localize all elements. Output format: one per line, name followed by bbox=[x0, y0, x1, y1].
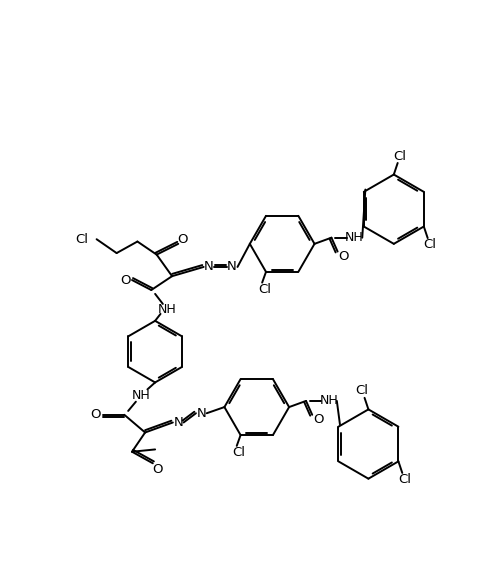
Text: O: O bbox=[152, 463, 163, 476]
Text: Cl: Cl bbox=[75, 233, 88, 246]
Text: NH: NH bbox=[320, 394, 339, 407]
Text: O: O bbox=[91, 409, 101, 421]
Text: NH: NH bbox=[132, 389, 151, 402]
Text: Cl: Cl bbox=[394, 150, 407, 163]
Text: NH: NH bbox=[345, 231, 364, 244]
Text: O: O bbox=[177, 233, 188, 246]
Text: Cl: Cl bbox=[356, 385, 369, 397]
Text: N: N bbox=[204, 261, 214, 274]
Text: N: N bbox=[173, 416, 183, 429]
Text: O: O bbox=[120, 274, 131, 287]
Text: Cl: Cl bbox=[232, 446, 245, 459]
Text: N: N bbox=[227, 261, 237, 274]
Text: N: N bbox=[197, 407, 206, 420]
Text: Cl: Cl bbox=[398, 473, 411, 486]
Text: Cl: Cl bbox=[423, 238, 436, 251]
Text: NH: NH bbox=[157, 303, 176, 316]
Text: Cl: Cl bbox=[258, 283, 271, 296]
Text: O: O bbox=[339, 250, 349, 263]
Text: O: O bbox=[313, 413, 324, 426]
